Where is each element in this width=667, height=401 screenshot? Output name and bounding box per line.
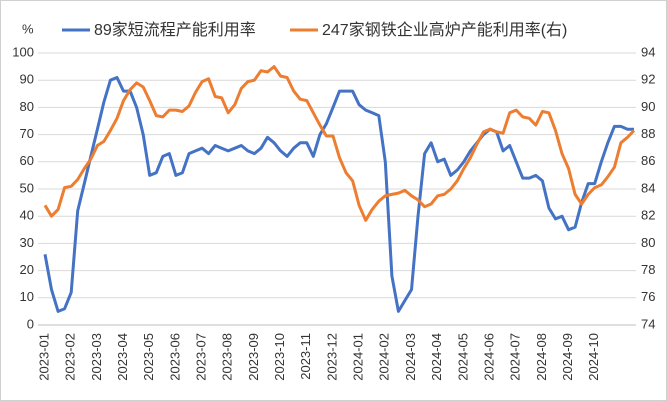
y-tick-label: 100 xyxy=(12,44,34,59)
y2-tick-label: 92 xyxy=(641,72,655,87)
y2-tick-label: 84 xyxy=(641,180,655,195)
x-tick-label: 2024-08 xyxy=(534,333,549,381)
y2-tick-label: 88 xyxy=(641,126,655,141)
x-tick-label: 2024-07 xyxy=(508,333,523,381)
x-tick-label: 2023-06 xyxy=(167,333,182,381)
y2-tick-label: 86 xyxy=(641,153,655,168)
y2-tick-label: 94 xyxy=(641,44,655,59)
y-tick-label: 10 xyxy=(20,289,34,304)
x-tick-label: 2023-08 xyxy=(220,333,235,381)
x-tick-label: 2023-05 xyxy=(141,333,156,381)
x-tick-label: 2024-09 xyxy=(560,333,575,381)
y-axis-label: % xyxy=(22,21,34,36)
x-tick-label: 2023-04 xyxy=(115,333,130,381)
x-tick-label: 2024-01 xyxy=(351,333,366,381)
x-tick-label: 2023-09 xyxy=(246,333,261,381)
y2-tick-label: 90 xyxy=(641,99,655,114)
y-tick-label: 0 xyxy=(27,316,34,331)
x-tick-label: 2023-02 xyxy=(63,333,78,381)
series-line xyxy=(43,76,634,313)
y-tick-label: 70 xyxy=(20,126,34,141)
y-tick-label: 20 xyxy=(20,262,34,277)
x-tick-label: 2023-11 xyxy=(298,333,313,380)
legend-label: 89家短流程产能利用率 xyxy=(94,21,256,39)
x-tick-label: 2023-07 xyxy=(194,333,209,381)
y-tick-label: 50 xyxy=(20,180,34,195)
x-tick-label: 2024-10 xyxy=(586,333,601,381)
x-tick-label: 2023-03 xyxy=(89,333,104,381)
y2-tick-label: 78 xyxy=(641,262,655,277)
y2-tick-label: 74 xyxy=(641,316,655,331)
x-tick-label: 2024-05 xyxy=(455,333,470,381)
legend-label: 247家钢铁企业高炉产能利用率(右) xyxy=(322,21,567,39)
x-tick-label: 2024-04 xyxy=(429,333,444,381)
y2-tick-label: 76 xyxy=(641,289,655,304)
x-tick-label: 2023-12 xyxy=(324,333,339,381)
x-tick-label: 2024-06 xyxy=(481,333,496,381)
x-tick-label: 2024-03 xyxy=(403,333,418,381)
x-tick-label: 2023-01 xyxy=(36,333,51,381)
y2-tick-label: 80 xyxy=(641,235,655,250)
x-tick-label: 2024-02 xyxy=(377,333,392,381)
y-tick-label: 40 xyxy=(20,208,34,223)
y-tick-label: 90 xyxy=(20,72,34,87)
x-tick-label: 2023-10 xyxy=(272,333,287,381)
y-tick-label: 30 xyxy=(20,235,34,250)
y2-tick-label: 82 xyxy=(641,208,655,223)
series-line xyxy=(43,65,636,222)
y-tick-label: 80 xyxy=(20,99,34,114)
y-tick-label: 60 xyxy=(20,153,34,168)
